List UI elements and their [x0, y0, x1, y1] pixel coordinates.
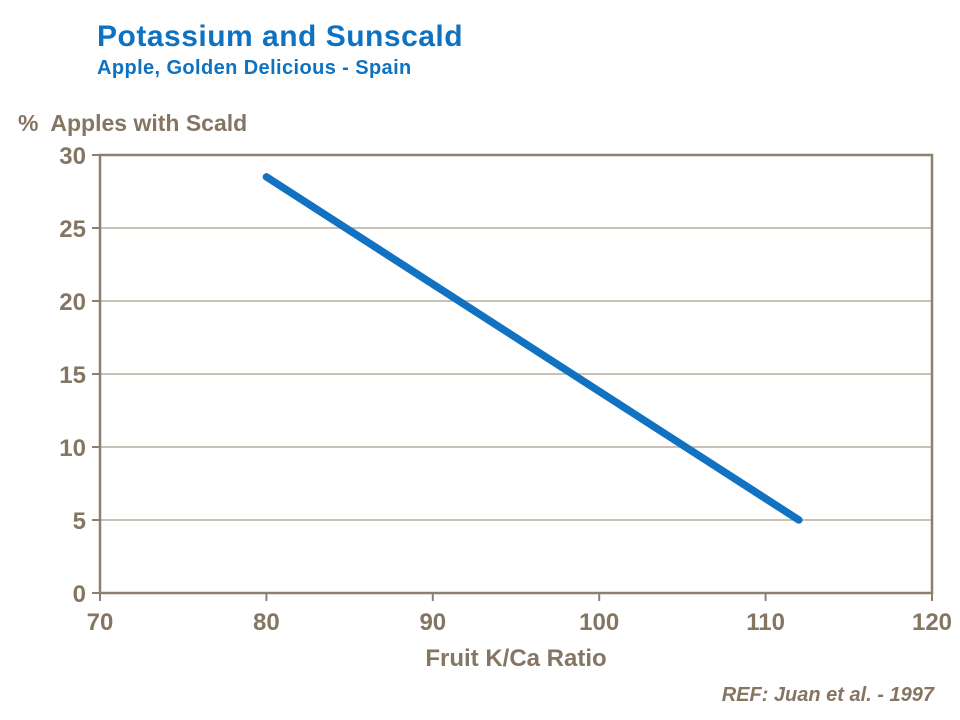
x-tick-label: 120 — [912, 609, 952, 636]
y-tick-label: 20 — [59, 289, 86, 316]
reference-citation: REF: Juan et al. - 1997 — [721, 684, 934, 706]
y-axis-title: % Apples with Scald — [18, 110, 248, 136]
x-tick-label: 100 — [579, 609, 619, 636]
x-tick-label: 70 — [87, 609, 114, 636]
chart-subtitle: Apple, Golden Delicious - Spain — [97, 57, 412, 79]
chart-title: Potassium and Sunscald — [97, 20, 464, 53]
x-tick-label: 110 — [746, 609, 785, 636]
y-tick-label: 10 — [59, 435, 86, 462]
x-axis-title: Fruit K/Ca Ratio — [425, 645, 607, 672]
data-series-line — [262, 173, 803, 524]
y-tick-label: 5 — [73, 508, 86, 535]
x-tick-label: 80 — [253, 609, 280, 636]
y-tick-label: 0 — [73, 581, 86, 608]
y-tick-label: 15 — [59, 362, 86, 389]
y-tick-label: 30 — [59, 143, 86, 170]
x-tick-label: 90 — [419, 609, 446, 636]
y-tick-label: 25 — [59, 216, 86, 243]
